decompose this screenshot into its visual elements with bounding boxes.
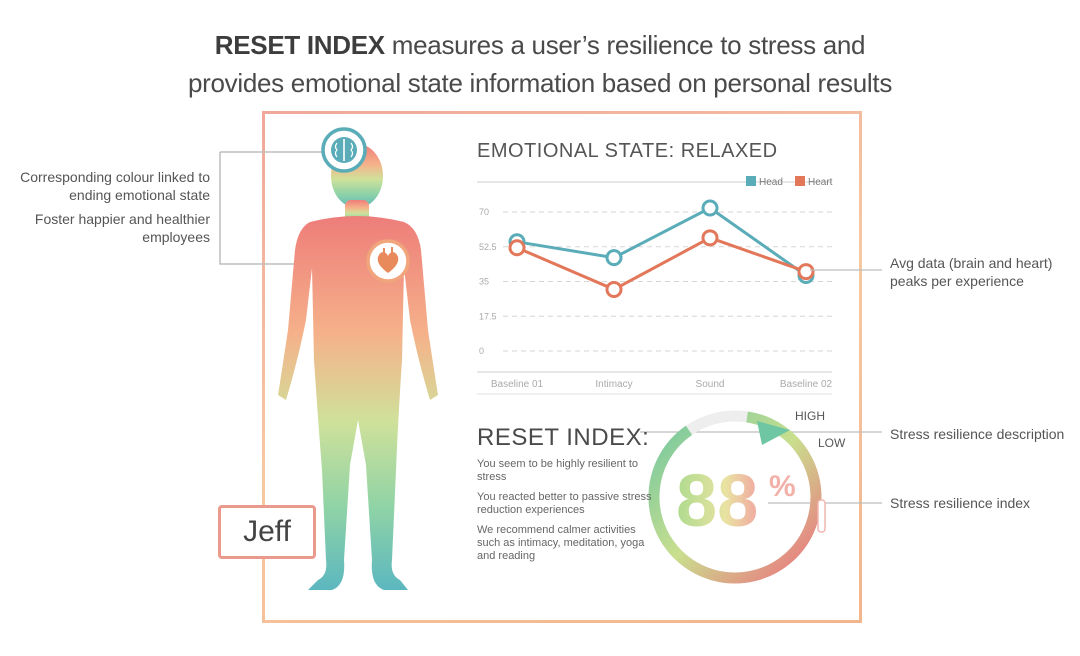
chart-series <box>508 199 815 298</box>
heart-icon <box>366 239 410 283</box>
legend-swatch-head <box>746 176 756 186</box>
data-point-heart <box>605 280 623 298</box>
legend-label-heart: Heart <box>808 177 833 188</box>
data-point-head <box>701 199 719 217</box>
series-line-head <box>516 206 807 277</box>
x-tick-label: Intimacy <box>595 379 632 390</box>
y-tick-label: 52.5 <box>479 242 497 252</box>
ring-low-label: LOW <box>818 436 846 450</box>
resilience-score-value: 88 <box>676 459 758 542</box>
data-point-heart <box>701 229 719 247</box>
callout-description: Stress resilience description <box>890 426 1065 442</box>
chart-legend: Head Heart <box>746 176 833 188</box>
reset-line-3: We recommend calmer activities such as i… <box>477 524 645 562</box>
callout-index: Stress resilience index <box>890 495 1031 511</box>
resilience-ring <box>648 410 826 584</box>
reset-line-2: You reacted better to passive stress red… <box>477 491 652 516</box>
data-point-head <box>605 249 623 267</box>
legend-label-head: Head <box>759 177 783 188</box>
chart-title: EMOTIONAL STATE: RELAXED <box>477 140 778 162</box>
headline-line2: provides emotional state information bas… <box>187 68 893 98</box>
x-tick-label: Baseline 01 <box>491 379 544 390</box>
callout-avg-data: Avg data (brain and heart) peaks per exp… <box>890 255 1053 289</box>
ring-arrow-icon <box>757 421 790 445</box>
resilience-score-unit: % <box>769 470 796 503</box>
series-line-heart <box>516 236 807 292</box>
headline-line1: measures a user’s resilience to stress a… <box>384 30 866 60</box>
chart-gridlines <box>503 211 832 352</box>
x-tick-label: Baseline 02 <box>780 379 833 390</box>
data-point-heart <box>508 239 526 257</box>
y-tick-label: 70 <box>479 207 489 217</box>
headline: RESET INDEX measures a user’s resilience… <box>0 26 1080 102</box>
legend-swatch-heart <box>795 176 805 186</box>
chart-y-ticks: 70 52.5 35 17.5 0 <box>479 207 497 356</box>
ring-marker <box>817 499 826 533</box>
brain-icon <box>321 127 367 173</box>
headline-brand: RESET INDEX <box>214 30 385 60</box>
chart-x-ticks: Baseline 01 Intimacy Sound Baseline 02 <box>491 379 833 390</box>
y-tick-label: 35 <box>479 277 489 287</box>
callout-foster: Foster happier and healthier employees <box>34 211 210 245</box>
ring-high-label: HIGH <box>795 409 825 423</box>
reset-index-title: RESET INDEX: <box>477 424 650 451</box>
callout-colour: Corresponding colour linked to ending em… <box>20 169 210 203</box>
data-point-heart <box>797 263 815 281</box>
reset-line-1: You seem to be highly resilient to stres… <box>477 458 639 483</box>
x-tick-label: Sound <box>696 379 725 390</box>
user-name-badge: Jeff <box>218 505 316 559</box>
ring-progress <box>648 411 822 584</box>
y-tick-label: 0 <box>479 346 484 356</box>
y-tick-label: 17.5 <box>479 311 497 321</box>
